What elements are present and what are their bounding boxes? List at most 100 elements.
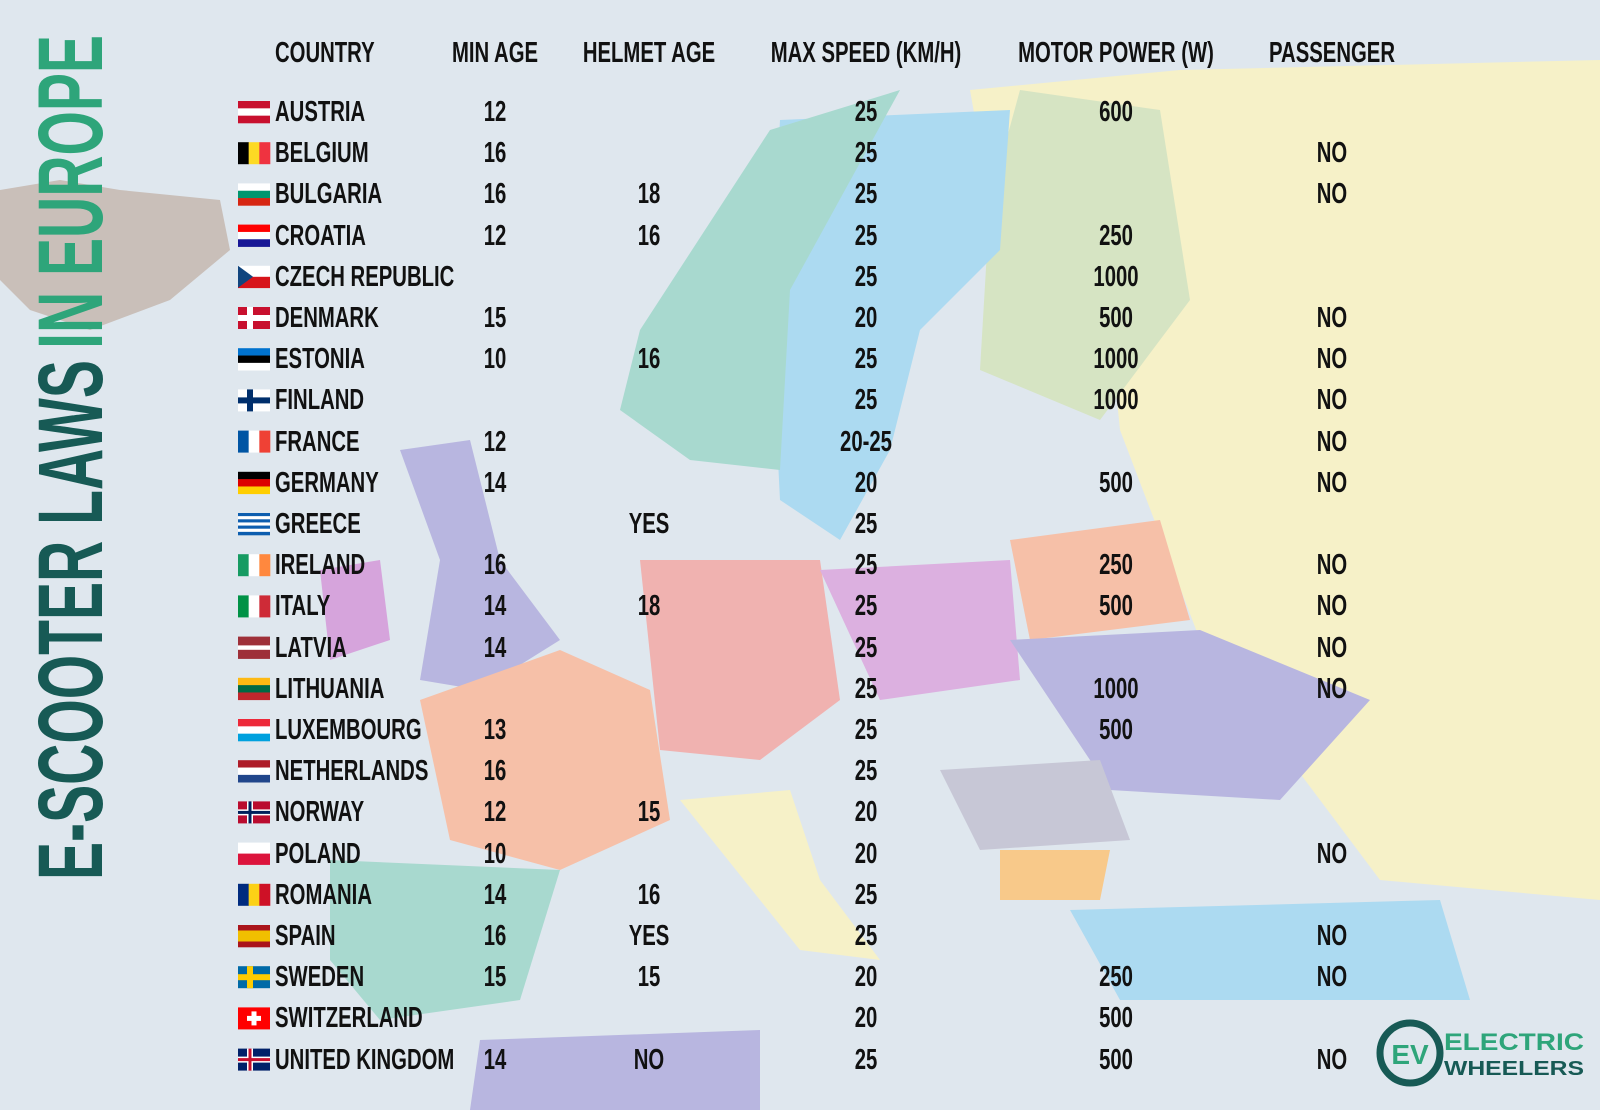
- flag-part: [238, 925, 270, 931]
- flag-part: [238, 767, 270, 776]
- country: FRANCE: [275, 425, 360, 458]
- column-header: COUNTRY: [275, 37, 375, 69]
- passenger: NO: [1316, 425, 1348, 458]
- flag-part: [238, 883, 249, 906]
- min-age: 15: [483, 302, 507, 334]
- passenger: NO: [1316, 1043, 1348, 1076]
- helmet-age: 18: [637, 590, 661, 623]
- ireland: [320, 560, 390, 660]
- flag-part: [238, 853, 270, 865]
- max-speed: 25: [854, 260, 878, 293]
- motor-power: 250: [1099, 219, 1133, 252]
- country: NETHERLANDS: [275, 755, 429, 788]
- country: SWITZERLAND: [275, 1002, 423, 1035]
- country: IRELAND: [275, 549, 366, 582]
- motor-power: 600: [1099, 96, 1133, 128]
- country: CZECH REPUBLIC: [275, 260, 455, 293]
- max-speed: 25: [854, 755, 878, 788]
- flag-part: [238, 528, 270, 533]
- min-age: 16: [483, 920, 507, 952]
- min-age: 10: [483, 343, 507, 376]
- flag-part: [238, 265, 270, 278]
- motor-power: 500: [1099, 1002, 1133, 1035]
- flags: [238, 101, 271, 1071]
- min-age: 10: [483, 837, 507, 870]
- min-age: 14: [483, 1043, 507, 1076]
- italy: [680, 790, 880, 960]
- poland: [820, 560, 1020, 700]
- max-speed: 25: [854, 343, 878, 376]
- country: UNITED KINGDOM: [275, 1043, 455, 1076]
- max-speed: 20: [854, 961, 878, 994]
- flag-part: [238, 430, 249, 453]
- max-speed: 20-25: [840, 425, 892, 458]
- helmet-age: YES: [628, 920, 670, 952]
- flag-part: [248, 430, 260, 453]
- flag-part: [259, 554, 271, 577]
- flag-part: [248, 595, 260, 618]
- passenger: NO: [1316, 961, 1348, 994]
- flag-part: [238, 974, 270, 981]
- title-main: E-SCOOTER LAWS: [20, 360, 122, 880]
- country: NORWAY: [275, 796, 365, 829]
- flag-part: [238, 774, 270, 783]
- max-speed: 25: [854, 508, 878, 540]
- country: LITHUANIA: [275, 672, 385, 705]
- logo-ring: [1376, 1019, 1444, 1087]
- flag-part: [238, 595, 249, 618]
- motor-power: 500: [1099, 302, 1133, 334]
- min-age: 12: [483, 796, 507, 829]
- min-age: 14: [483, 466, 507, 499]
- flag-part: [248, 554, 260, 577]
- title: E-SCOOTER LAWS IN EUROPE: [20, 35, 122, 880]
- flag-part: [238, 641, 270, 646]
- logo: EV ELECTRIC WHEELERS: [1376, 1019, 1584, 1087]
- max-speed: 20: [854, 837, 878, 870]
- column-header: PASSENGER: [1269, 37, 1395, 69]
- country: DENMARK: [275, 302, 379, 334]
- bulgaria: [1000, 850, 1110, 900]
- flag-part: [248, 142, 260, 165]
- helmet-age: 16: [637, 343, 661, 376]
- motor-power: 500: [1099, 714, 1133, 746]
- flag-part: [238, 362, 270, 371]
- flag-part: [238, 471, 270, 480]
- min-age: 12: [483, 219, 507, 252]
- romania: [940, 760, 1130, 850]
- uk: [400, 440, 560, 690]
- min-age: 12: [483, 96, 507, 128]
- max-speed: 25: [854, 137, 878, 170]
- flag-part: [238, 1058, 270, 1062]
- country: CROATIA: [275, 219, 366, 252]
- flag-part: [259, 142, 271, 165]
- passenger: NO: [1316, 466, 1348, 499]
- motor-power: 1000: [1093, 343, 1139, 376]
- flag-part: [238, 654, 270, 659]
- flag-part: [238, 726, 270, 734]
- passenger: NO: [1316, 384, 1348, 417]
- max-speed: 25: [854, 1043, 878, 1076]
- max-speed: 20: [854, 302, 878, 334]
- passenger: NO: [1316, 302, 1348, 334]
- logo-text: ELECTRIC: [1444, 1029, 1584, 1056]
- flag-part: [238, 531, 270, 536]
- passenger: NO: [1316, 549, 1348, 582]
- flag-part: [238, 183, 270, 192]
- helmet-age: 16: [637, 219, 661, 252]
- column-header: MAX SPEED (KM/H): [770, 37, 962, 69]
- country: GERMANY: [275, 466, 379, 499]
- iceland: [0, 180, 230, 330]
- passenger: NO: [1316, 631, 1348, 664]
- helmet-age: YES: [628, 508, 670, 540]
- motor-power: 250: [1099, 961, 1133, 994]
- country: BELGIUM: [275, 137, 369, 170]
- motor-power: 1000: [1093, 260, 1139, 293]
- belarus: [1010, 520, 1190, 640]
- flag-part: [259, 883, 271, 906]
- min-age: 12: [483, 425, 507, 458]
- flag-part: [238, 513, 270, 517]
- flag-part: [238, 649, 270, 655]
- passenger: NO: [1316, 920, 1348, 952]
- max-speed: 25: [854, 178, 878, 211]
- min-age: 14: [483, 590, 507, 623]
